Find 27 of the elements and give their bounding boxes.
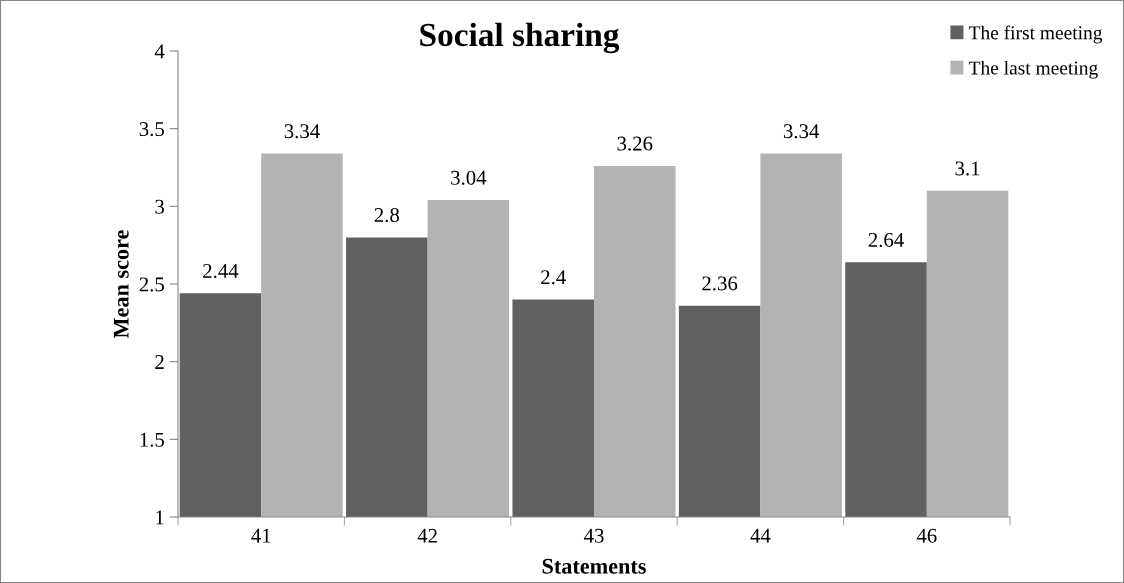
x-tick-label: 46 <box>916 528 937 543</box>
x-axis-title: Statements <box>542 558 646 574</box>
legend-label: The first meeting <box>968 25 1103 44</box>
y-axis-title: Mean score <box>113 230 129 339</box>
data-label: 2.8 <box>374 208 400 223</box>
y-tick-label: 1.5 <box>140 432 164 447</box>
x-tick-label: 44 <box>750 528 771 543</box>
legend-label: The last meeting <box>968 60 1098 79</box>
x-tick-label: 41 <box>251 528 271 543</box>
y-tick-label: 2.5 <box>139 277 164 292</box>
data-label: 3.34 <box>284 124 320 139</box>
data-label: 3.1 <box>955 161 980 176</box>
x-tick-label: 42 <box>417 528 437 543</box>
y-tick-label: 3.5 <box>139 122 164 137</box>
data-label: 2.36 <box>702 276 738 291</box>
data-label: 3.34 <box>783 124 820 139</box>
data-label: 3.26 <box>617 136 653 151</box>
x-tick-label: 43 <box>583 528 604 543</box>
data-label: 2.64 <box>868 232 904 247</box>
y-tick-label: 1 <box>156 510 164 525</box>
y-tick-label: 2 <box>155 355 164 369</box>
data-label: 3.04 <box>451 170 487 185</box>
y-tick-label: 4 <box>154 44 165 59</box>
data-label: 2.4 <box>541 270 566 285</box>
chart-title: Social sharing <box>420 22 620 54</box>
data-label: 2.44 <box>203 263 239 279</box>
y-tick-label: 3 <box>155 199 164 214</box>
